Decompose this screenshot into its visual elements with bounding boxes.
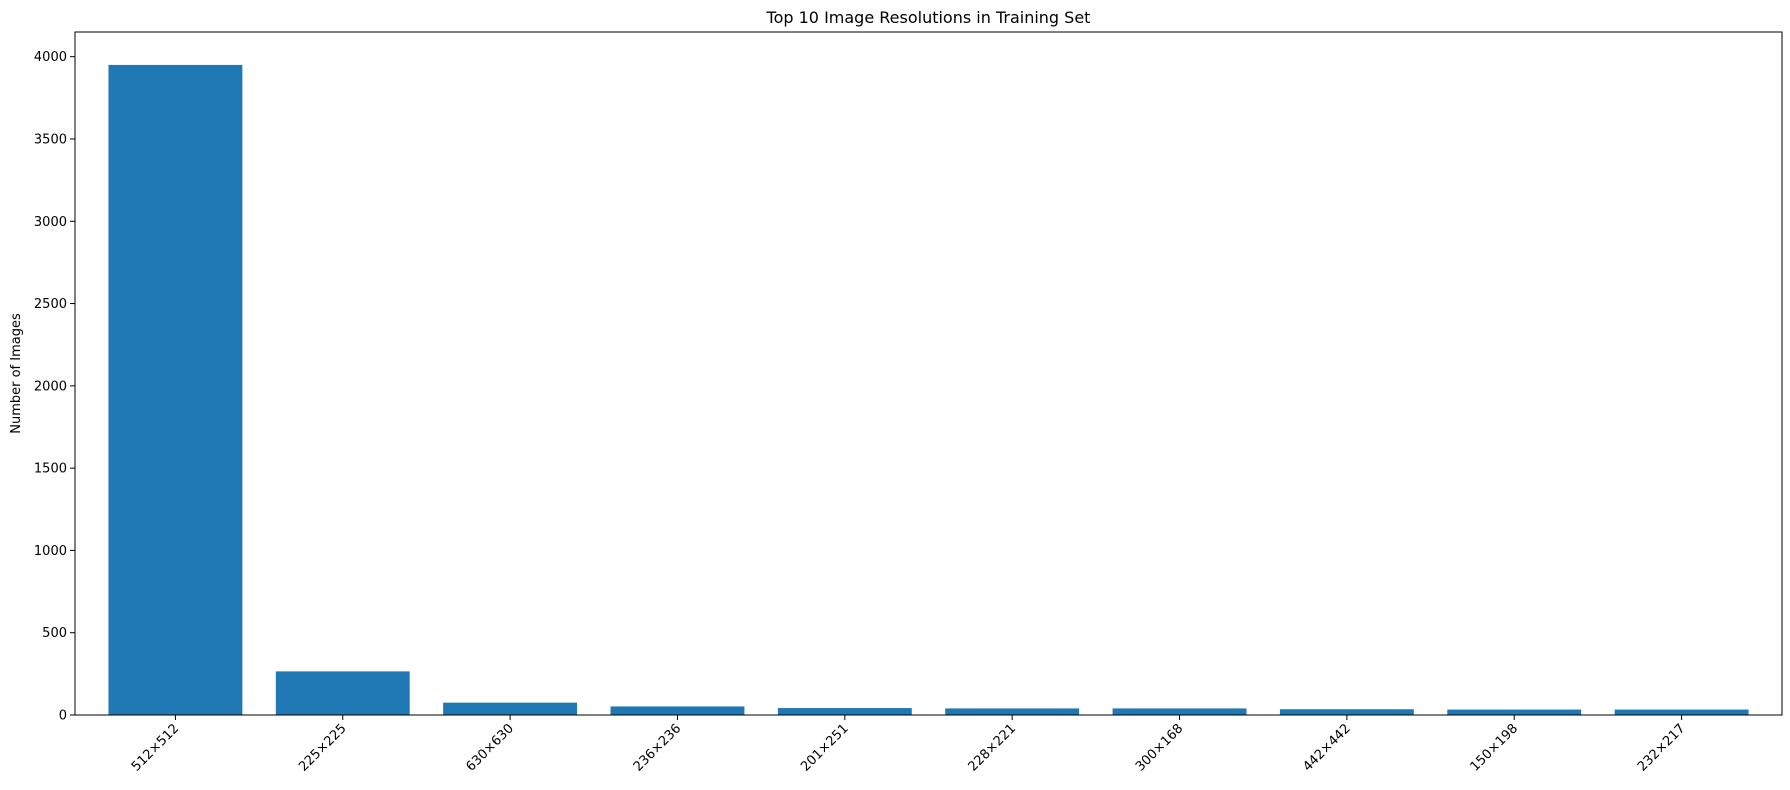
y-axis-ticks: 0 500 1000 1500 2000 2500 3000 3500 4000 — [34, 50, 75, 724]
x-tick-label: 300×168 — [1133, 721, 1186, 774]
bar-225×225 — [275, 671, 410, 715]
x-tick-label: 442×442 — [1300, 721, 1353, 774]
bar-236×236 — [610, 706, 745, 715]
x-tick-label: 236×236 — [631, 721, 684, 774]
y-axis-label: Number of Images — [9, 313, 24, 434]
bar-630×630 — [443, 702, 578, 715]
y-tick-label: 1500 — [34, 462, 67, 477]
y-tick-label: 4000 — [34, 50, 67, 65]
y-tick-label: 2000 — [34, 379, 67, 394]
bars-group — [108, 64, 1749, 716]
bar-300×168 — [1112, 708, 1247, 715]
y-tick-label: 1000 — [34, 544, 67, 559]
y-tick-label: 3500 — [34, 132, 67, 147]
x-tick-label: 630×630 — [464, 721, 517, 774]
bar-228×221 — [945, 708, 1080, 715]
y-tick-label: 3000 — [34, 215, 67, 230]
bar-232×217 — [1614, 709, 1749, 715]
x-tick-label: 201×251 — [798, 721, 851, 774]
plot-frame — [74, 31, 1783, 716]
bar-150×198 — [1447, 709, 1582, 715]
bar-442×442 — [1279, 709, 1414, 715]
y-tick-label: 2500 — [34, 297, 67, 312]
x-axis-ticks: 512×512 225×225 630×630 236×236 201×251 228×2… — [129, 715, 1688, 775]
y-tick-label: 0 — [59, 709, 67, 724]
bar-201×251 — [777, 708, 912, 715]
x-tick-label: 512×512 — [129, 721, 182, 774]
x-tick-label: 150×198 — [1468, 721, 1521, 774]
chart-title: Top 10 Image Resolutions in Training Set — [766, 8, 1091, 27]
plot-area: 0 500 1000 1500 2000 2500 3000 3500 4000 512×512… — [34, 31, 1783, 775]
y-tick-label: 500 — [42, 626, 67, 641]
bar-512×512 — [108, 64, 243, 716]
x-tick-label: 232×217 — [1635, 721, 1688, 774]
x-tick-label: 225×225 — [296, 721, 349, 774]
x-tick-label: 228×221 — [966, 721, 1019, 774]
